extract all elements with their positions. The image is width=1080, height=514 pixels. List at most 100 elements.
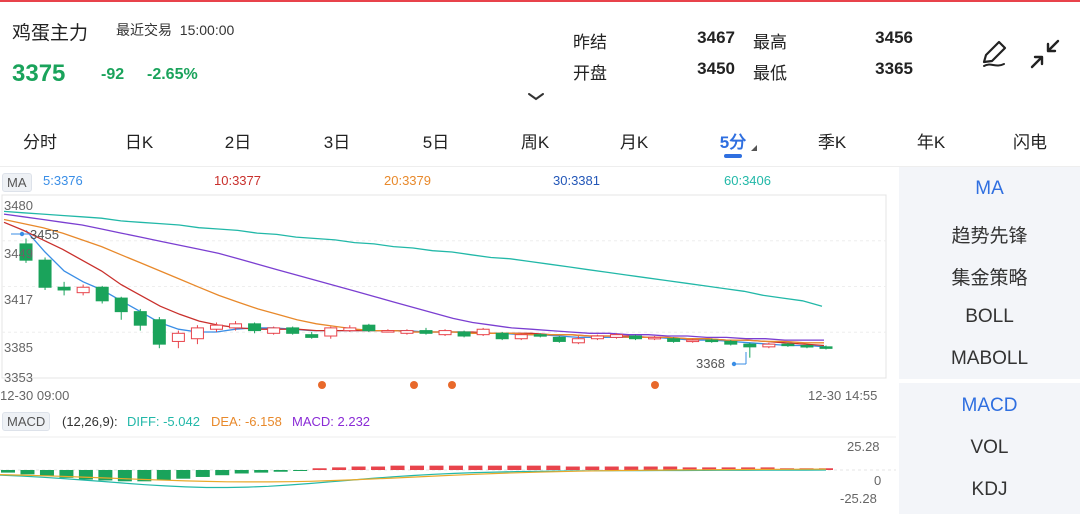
pen-icon[interactable] (978, 38, 1010, 70)
tab-monthly-k[interactable]: 月K (619, 133, 649, 152)
low-label: 最低 (753, 64, 787, 83)
indicator-vol[interactable]: VOL (970, 437, 1009, 458)
event-marker-dot (448, 381, 456, 389)
macd-histogram-bar (156, 470, 171, 481)
candle-body (19, 243, 33, 261)
tab-quarterly-k[interactable]: 季K (817, 133, 847, 152)
indicator-trend-pioneer[interactable]: 趋势先锋 (951, 226, 1028, 247)
candle-body (571, 338, 585, 344)
macd-histogram-bar (176, 470, 191, 479)
macd-histogram-bar (59, 470, 74, 478)
macd-histogram-bar (468, 465, 483, 470)
tab-weekly-k[interactable]: 周K (520, 133, 550, 152)
macd-dea-value: DEA: -6.158 (211, 414, 282, 429)
macd-histogram-bar (741, 467, 756, 470)
high-label: 最高 (753, 33, 787, 52)
tab-yearly-k[interactable]: 年K (916, 133, 946, 152)
price-tick-bottom: 3353 (4, 370, 33, 385)
macd-params: (12,26,9): (62, 414, 118, 429)
main-indicator-panel: MA 趋势先锋 集金策略 BOLL MABOLL (899, 167, 1080, 379)
contract-name: 鸡蛋主力 (12, 23, 89, 44)
price-tick-top: 3480 (4, 198, 33, 213)
tab-daily-k[interactable]: 日K (124, 133, 154, 152)
candle-body (190, 327, 204, 340)
macd-histogram-bar (195, 470, 210, 477)
candle-body (495, 332, 509, 340)
candle-body (762, 343, 776, 348)
candle-body (381, 330, 395, 333)
candle-body (248, 323, 262, 332)
open-label: 开盘 (573, 64, 607, 83)
candle-body (781, 343, 795, 347)
candle-body (667, 338, 681, 342)
ma-indicator-badge[interactable]: MA (2, 173, 32, 192)
macd-histogram-bar (721, 467, 736, 470)
macd-chart[interactable] (0, 0, 896, 514)
macd-histogram-bar (20, 470, 35, 475)
indicator-macd[interactable]: MACD (961, 395, 1018, 416)
macd-histogram-bar (760, 467, 775, 470)
candle-body (114, 297, 128, 313)
tab-flash[interactable]: 闪电 (1013, 133, 1047, 152)
candle-body (229, 323, 243, 329)
macd-histogram-bar (78, 470, 93, 480)
max-marker-dot (19, 231, 25, 237)
event-marker-dot (318, 381, 326, 389)
candle-body (209, 324, 223, 330)
macd-histogram-bar (546, 465, 561, 470)
high-value: 3456 (875, 28, 913, 47)
macd-histogram-bar (254, 470, 269, 473)
macd-tick-top: 25.28 (847, 439, 880, 454)
recent-trade-time: 最近交易 15:00:00 (116, 20, 234, 40)
ma60-value: 60:3406 (724, 173, 771, 188)
price-tick-4: 3385 (4, 340, 33, 355)
macd-histogram-bar (448, 465, 463, 470)
indicator-ma[interactable]: MA (975, 178, 1004, 199)
macd-indicator-badge[interactable]: MACD (2, 412, 51, 431)
tab-2day[interactable]: 2日 (224, 133, 252, 152)
indicator-kdj[interactable]: KDJ (971, 479, 1008, 500)
collapse-arrows-icon[interactable] (1028, 38, 1062, 70)
tabs-divider (0, 166, 1080, 167)
indicator-maboll[interactable]: MABOLL (950, 348, 1029, 369)
indicator-fund-strategy[interactable]: 集金策略 (951, 268, 1028, 289)
macd-histogram-bar (312, 468, 327, 470)
candle-body (686, 339, 700, 343)
indicator-boll[interactable]: BOLL (965, 306, 1014, 327)
ma5-value: 5:3376 (43, 173, 83, 188)
open-value: 3450 (697, 59, 735, 78)
ma30-value: 30:3381 (553, 173, 600, 188)
macd-histogram-bar (215, 470, 230, 476)
candlestick-chart[interactable] (0, 0, 896, 410)
ma60-line (3, 210, 823, 307)
candle-body (609, 334, 623, 338)
candle-body (133, 311, 147, 326)
tab-3day[interactable]: 3日 (323, 133, 351, 152)
ma30-line (3, 213, 824, 341)
macd-histogram-bar (526, 465, 541, 470)
macd-histogram-bar (117, 470, 132, 482)
macd-histogram-bar (429, 465, 444, 470)
tab-intraday[interactable]: 分时 (23, 133, 57, 152)
macd-tick-zero: 0 (874, 473, 882, 488)
ma20-line (3, 218, 824, 344)
min-marker-dot (731, 361, 737, 367)
candle-body (286, 327, 300, 334)
candle-body (57, 286, 71, 291)
candle-body (457, 331, 471, 337)
recent-trade-label: 最近交易 (116, 22, 172, 38)
sub-indicator-panel: MACD VOL KDJ (899, 383, 1080, 514)
candle-body (724, 340, 738, 345)
macd-histogram-bar (702, 467, 717, 470)
candle-body (267, 327, 281, 334)
tab-5min[interactable]: 5分 (719, 133, 747, 152)
ma20-value: 20:3379 (384, 173, 431, 188)
tab-dropdown-caret-icon[interactable] (751, 145, 757, 151)
candle-body (438, 330, 452, 336)
start-time-label: 12-30 09:00 (0, 388, 70, 403)
macd-histogram-bar (682, 467, 697, 470)
tab-5day[interactable]: 5日 (422, 133, 450, 152)
price-change: -92 (101, 66, 125, 83)
price-tick-3: 3417 (4, 292, 33, 307)
chevron-down-icon[interactable] (527, 92, 545, 102)
